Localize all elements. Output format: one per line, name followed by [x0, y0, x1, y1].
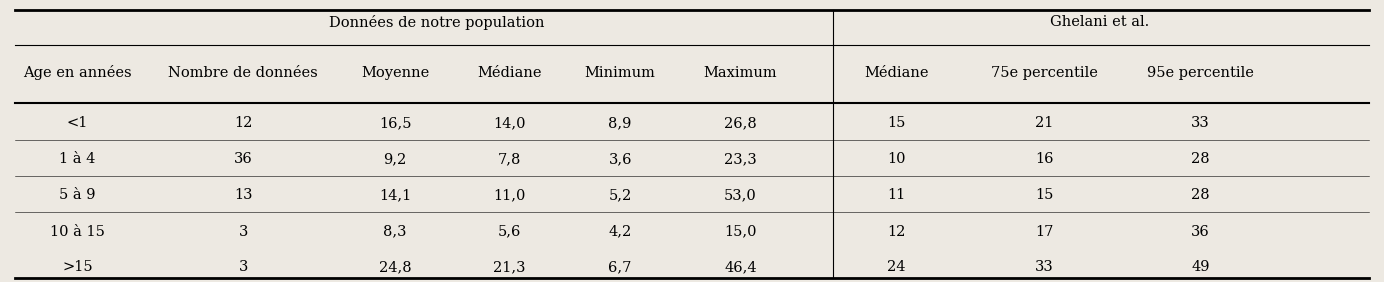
Text: 21,3: 21,3	[494, 260, 526, 274]
Text: 1 à 4: 1 à 4	[60, 152, 95, 166]
Text: Moyenne: Moyenne	[361, 66, 429, 80]
Text: 10 à 15: 10 à 15	[50, 225, 105, 239]
Text: 28: 28	[1192, 188, 1210, 202]
Text: 7,8: 7,8	[498, 152, 522, 166]
Text: 26,8: 26,8	[724, 116, 757, 130]
Text: 12: 12	[887, 225, 905, 239]
Text: 75e percentile: 75e percentile	[991, 66, 1098, 80]
Text: 21: 21	[1035, 116, 1053, 130]
Text: 24: 24	[887, 260, 905, 274]
Text: 14,1: 14,1	[379, 188, 411, 202]
Text: 6,7: 6,7	[609, 260, 632, 274]
Text: Médiane: Médiane	[864, 66, 929, 80]
Text: 16: 16	[1035, 152, 1053, 166]
Text: 10: 10	[887, 152, 905, 166]
Text: 8,9: 8,9	[609, 116, 632, 130]
Text: 17: 17	[1035, 225, 1053, 239]
Text: 23,3: 23,3	[724, 152, 757, 166]
Text: 12: 12	[234, 116, 252, 130]
Text: Age en années: Age en années	[24, 65, 131, 80]
Text: 28: 28	[1192, 152, 1210, 166]
Text: Minimum: Minimum	[584, 66, 656, 80]
Text: 11,0: 11,0	[494, 188, 526, 202]
Text: Médiane: Médiane	[477, 66, 543, 80]
Text: 53,0: 53,0	[724, 188, 757, 202]
Text: 5,2: 5,2	[609, 188, 632, 202]
Text: 3: 3	[238, 260, 248, 274]
Text: 13: 13	[234, 188, 252, 202]
Text: 36: 36	[1190, 225, 1210, 239]
Text: >15: >15	[62, 260, 93, 274]
Text: 4,2: 4,2	[609, 225, 632, 239]
Text: 3: 3	[238, 225, 248, 239]
Text: 15: 15	[887, 116, 905, 130]
Text: 33: 33	[1035, 260, 1053, 274]
Text: Maximum: Maximum	[703, 66, 778, 80]
Text: 15: 15	[1035, 188, 1053, 202]
Text: <1: <1	[66, 116, 89, 130]
Text: 33: 33	[1190, 116, 1210, 130]
Text: Nombre de données: Nombre de données	[169, 66, 318, 80]
Text: 5 à 9: 5 à 9	[60, 188, 95, 202]
Text: 15,0: 15,0	[724, 225, 757, 239]
Text: 11: 11	[887, 188, 905, 202]
Text: 24,8: 24,8	[379, 260, 411, 274]
Text: 16,5: 16,5	[379, 116, 411, 130]
Text: 5,6: 5,6	[498, 225, 522, 239]
Text: 49: 49	[1192, 260, 1210, 274]
Text: 46,4: 46,4	[724, 260, 757, 274]
Text: 14,0: 14,0	[494, 116, 526, 130]
Text: Ghelani et al.: Ghelani et al.	[1050, 15, 1149, 29]
Text: 9,2: 9,2	[383, 152, 407, 166]
Text: 3,6: 3,6	[609, 152, 632, 166]
Text: Données de notre population: Données de notre population	[329, 15, 544, 30]
Text: 36: 36	[234, 152, 252, 166]
Text: 95e percentile: 95e percentile	[1147, 66, 1254, 80]
Text: 8,3: 8,3	[383, 225, 407, 239]
